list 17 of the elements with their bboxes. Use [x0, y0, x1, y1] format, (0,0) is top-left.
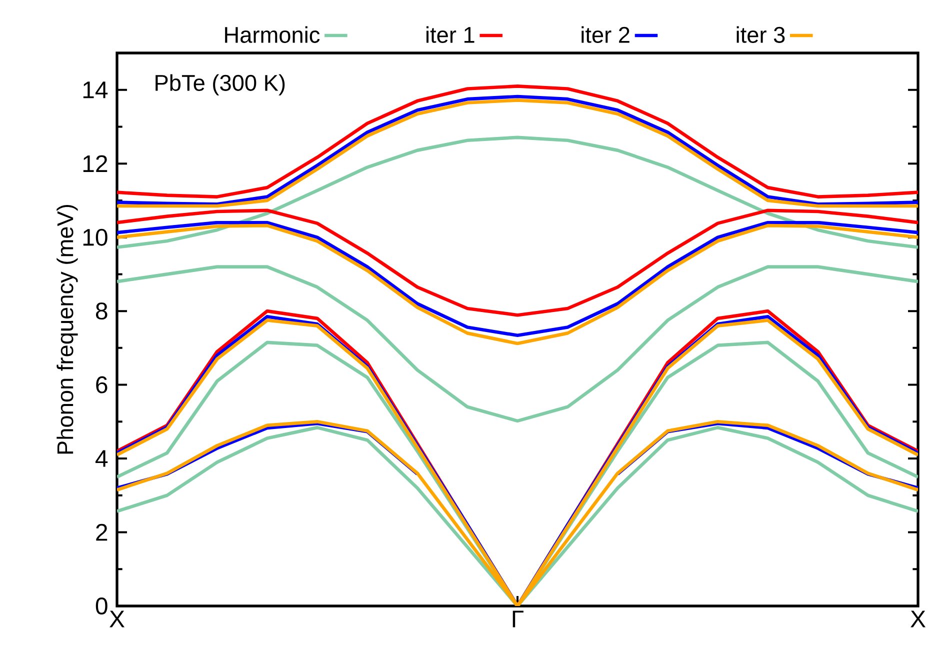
legend-label: Harmonic	[225, 26, 320, 43]
y-tick-label: 0	[96, 597, 108, 614]
x-tick-label: X	[110, 610, 125, 628]
legend-label: iter 3	[736, 26, 785, 43]
x-tick-label: Γ	[512, 610, 524, 628]
y-tick-label: 8	[96, 302, 108, 320]
y-tick-label: 2	[96, 524, 108, 541]
legend-label: iter 1	[426, 26, 474, 43]
y-tick-label: 4	[95, 450, 108, 467]
y-tick-label: 10	[83, 228, 108, 246]
legend-label: iter 2	[582, 26, 630, 43]
y-tick-label: 12	[83, 155, 108, 172]
y-tick-label: 6	[96, 376, 108, 394]
annotation: PbTe (300 K)	[156, 74, 285, 96]
x-tick-label: X	[910, 610, 926, 628]
y-axis-title: Phonon frequency (meV)	[56, 204, 78, 454]
y-tick-label: 14	[83, 82, 108, 98]
